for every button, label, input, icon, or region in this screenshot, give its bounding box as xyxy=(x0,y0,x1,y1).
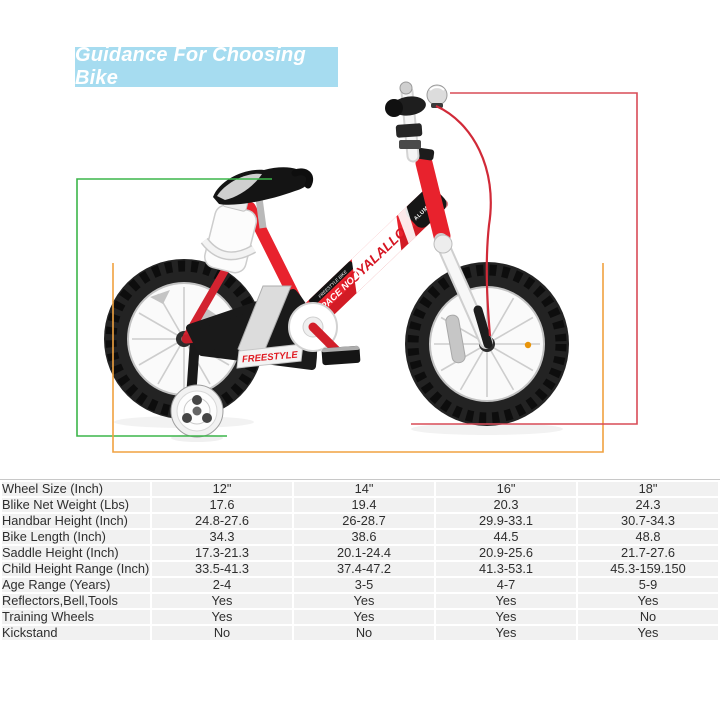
cell: No xyxy=(294,626,434,640)
row-label: Bike Length (Inch) xyxy=(2,530,150,544)
cell: Yes xyxy=(436,594,576,608)
cell: No xyxy=(578,610,718,624)
table-row: Bike Length (Inch) 34.3 38.6 44.5 48.8 xyxy=(2,530,718,544)
cell: 19.4 xyxy=(294,498,434,512)
cell: 26-28.7 xyxy=(294,514,434,528)
cell: 21.7-27.6 xyxy=(578,546,718,560)
cell: 3-5 xyxy=(294,578,434,592)
handlebar-height-bracket xyxy=(411,92,638,425)
cell: 20.9-25.6 xyxy=(436,546,576,560)
row-label: Handbar Height (Inch) xyxy=(2,514,150,528)
cell: Yes xyxy=(294,610,434,624)
table-row: Child Height Range (Inch) 33.5-41.3 37.4… xyxy=(2,562,718,576)
row-label: Wheel Size (Inch) xyxy=(2,482,150,496)
row-label: Reflectors,Bell,Tools xyxy=(2,594,150,608)
cell: 29.9-33.1 xyxy=(436,514,576,528)
cell: No xyxy=(152,626,292,640)
row-label: Age Range (Years) xyxy=(2,578,150,592)
page-title: Guidance For Choosing Bike xyxy=(75,44,306,89)
cell: 14" xyxy=(294,482,434,496)
cell: 16" xyxy=(436,482,576,496)
cell: 33.5-41.3 xyxy=(152,562,292,576)
freestyle-label xyxy=(236,343,304,369)
bike-length-bracket xyxy=(112,263,604,453)
cell: 24.8-27.6 xyxy=(152,514,292,528)
title-banner: Guidance For Choosing Bike xyxy=(75,44,338,89)
row-label: Child Height Range (Inch) xyxy=(2,562,150,576)
table-row: Handbar Height (Inch) 24.8-27.6 26-28.7 … xyxy=(2,514,718,528)
cell: Yes xyxy=(436,626,576,640)
crank-arm xyxy=(308,322,342,356)
row-label: Training Wheels xyxy=(2,610,150,624)
saddle-height-bracket xyxy=(76,178,272,437)
pedal xyxy=(321,345,361,366)
cell: 48.8 xyxy=(578,530,718,544)
bell xyxy=(426,84,448,108)
table-row: Training Wheels Yes Yes Yes No xyxy=(2,610,718,624)
freestyle-decal: FREESTYLE xyxy=(242,350,299,366)
cell: 24.3 xyxy=(578,498,718,512)
cell: 20.1-24.4 xyxy=(294,546,434,560)
cell: Yes xyxy=(578,626,718,640)
seat-post xyxy=(255,197,267,229)
bike-illustration: FREESTYLE FREESTYLE BIKE ROYALALLOY SPAC… xyxy=(76,81,638,453)
fork-dropout xyxy=(473,305,493,349)
cell: 17.6 xyxy=(152,498,292,512)
fork-crown xyxy=(433,234,453,254)
grip-end xyxy=(385,99,403,117)
table-row: Blike Net Weight (Lbs) 17.6 19.4 20.3 24… xyxy=(2,498,718,512)
table-row: Saddle Height (Inch) 17.3-21.3 20.1-24.4… xyxy=(2,546,718,560)
spec-table: Wheel Size (Inch) 12" 14" 16" 18" Blike … xyxy=(0,480,720,642)
hub-reflector xyxy=(524,341,532,349)
cell: 2-4 xyxy=(152,578,292,592)
brake-cable xyxy=(435,104,492,337)
row-label: Blike Net Weight (Lbs) xyxy=(2,498,150,512)
cell: Yes xyxy=(294,594,434,608)
cell: 4-7 xyxy=(436,578,576,592)
cell: 38.6 xyxy=(294,530,434,544)
cell: 5-9 xyxy=(578,578,718,592)
spec-table-wrap: Wheel Size (Inch) 12" 14" 16" 18" Blike … xyxy=(0,479,720,642)
cell: 37.4-47.2 xyxy=(294,562,434,576)
cell: Yes xyxy=(152,594,292,608)
cell: 20.3 xyxy=(436,498,576,512)
cell: 34.3 xyxy=(152,530,292,544)
cell: 12" xyxy=(152,482,292,496)
training-wheel xyxy=(170,384,224,438)
spoke-reflector xyxy=(445,314,466,364)
cell: 41.3-53.1 xyxy=(436,562,576,576)
cell: 30.7-34.3 xyxy=(578,514,718,528)
handlebar-stem xyxy=(395,81,423,163)
cell: 17.3-21.3 xyxy=(152,546,292,560)
cell: Yes xyxy=(578,594,718,608)
table-row: Age Range (Years) 2-4 3-5 4-7 5-9 xyxy=(2,578,718,592)
head-tube xyxy=(415,154,451,245)
table-row: Wheel Size (Inch) 12" 14" 16" 18" xyxy=(2,482,718,496)
table-row: Kickstand No No Yes Yes xyxy=(2,626,718,640)
table-row: Reflectors,Bell,Tools Yes Yes Yes Yes xyxy=(2,594,718,608)
row-label: Saddle Height (Inch) xyxy=(2,546,150,560)
cell: 45.3-159.150 xyxy=(578,562,718,576)
cell: Yes xyxy=(436,610,576,624)
saddle xyxy=(213,167,314,205)
row-label: Kickstand xyxy=(2,626,150,640)
cell: Yes xyxy=(152,610,292,624)
cell: 18" xyxy=(578,482,718,496)
cell: 44.5 xyxy=(436,530,576,544)
